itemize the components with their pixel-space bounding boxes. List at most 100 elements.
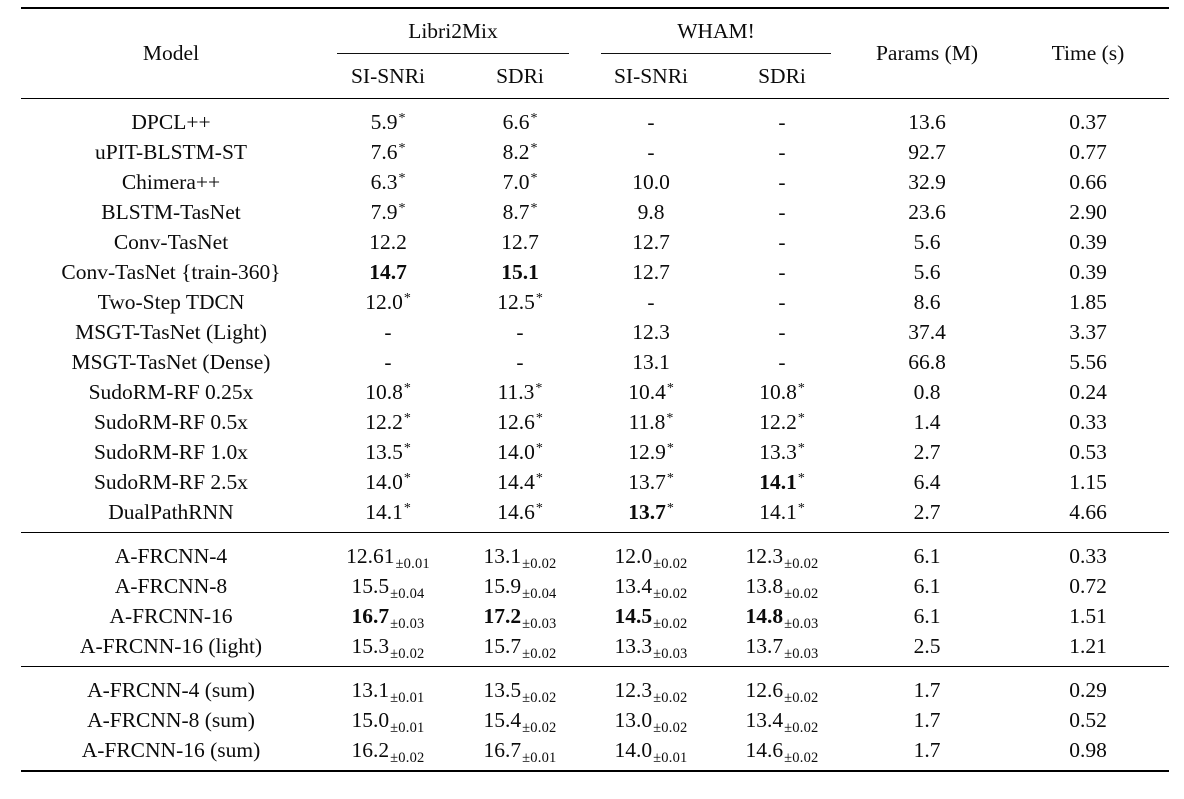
- model-name: A-FRCNN-8: [114, 573, 228, 598]
- metric-number: 13.0: [614, 707, 653, 732]
- metric-number: 12.7: [632, 229, 670, 254]
- params-value: 5.6: [913, 259, 941, 284]
- metric-value: 7.6*: [321, 137, 455, 167]
- group-underline: [337, 53, 569, 54]
- metric-value: 14.0*: [455, 437, 585, 467]
- model-name: A-FRCNN-4 (sum): [21, 666, 321, 705]
- metric-value: 15.5±0.04: [321, 571, 455, 601]
- metric-number: -: [778, 109, 786, 134]
- std-subscript: ±0.01: [395, 555, 430, 571]
- metric-value: -: [717, 167, 847, 197]
- params-value: 6.4: [913, 469, 941, 494]
- metric-value: 12.61±0.01: [321, 532, 455, 571]
- asterisk-marker: *: [797, 440, 805, 456]
- std-subscript: ±0.01: [653, 749, 688, 766]
- metric-number: 16.7: [483, 737, 522, 762]
- metric-number: 14.8: [745, 603, 784, 628]
- metric-value: 12.5*: [455, 287, 585, 317]
- metric-number: -: [778, 289, 786, 314]
- table-row: SudoRM-RF 0.25x 10.8* 11.3* 10.4* 10.8* 0.8 0.…: [21, 377, 1169, 407]
- params-value: 66.8: [908, 349, 946, 374]
- metric-value: 12.6±0.02: [717, 666, 847, 705]
- metric-number: 17.2: [483, 603, 522, 628]
- metric-value: 12.2: [321, 227, 455, 257]
- col-group-libri2mix: Libri2Mix: [321, 8, 585, 54]
- time-value: 3.37: [1069, 319, 1107, 344]
- asterisk-marker: *: [398, 200, 406, 216]
- model-name: Conv-TasNet {train-360}: [61, 259, 281, 284]
- metric-value: 6.6*: [455, 98, 585, 137]
- metric-value: -: [585, 137, 717, 167]
- params-value: 2.7: [913, 439, 941, 464]
- params-value: 2.5: [913, 633, 941, 658]
- params-value: 37.4: [908, 319, 946, 344]
- model-name: DualPathRNN: [108, 499, 234, 524]
- time-value: 0.24: [1069, 379, 1107, 404]
- metric-number: -: [778, 139, 786, 164]
- metric-number: 9.8: [637, 199, 665, 224]
- metric-number: 12.61: [346, 543, 395, 568]
- std-subscript: ±0.02: [653, 555, 688, 571]
- asterisk-marker: *: [535, 500, 543, 516]
- std-subscript: ±0.02: [784, 749, 819, 766]
- metric-number: 12.3: [745, 543, 784, 568]
- metric-number: -: [778, 349, 786, 374]
- asterisk-marker: *: [797, 380, 805, 396]
- std-subscript: ±0.01: [390, 719, 425, 735]
- col-header-model: Model: [142, 41, 200, 66]
- metric-number: 5.9: [370, 109, 398, 134]
- asterisk-marker: *: [398, 170, 406, 186]
- metric-value: 12.3: [585, 317, 717, 347]
- metric-number: 13.5: [365, 439, 403, 464]
- metric-value: 15.7±0.02: [455, 631, 585, 667]
- std-subscript: ±0.02: [522, 645, 557, 662]
- metric-value: -: [585, 98, 717, 137]
- metric-number: 14.5: [614, 603, 653, 628]
- metric-value: 11.3*: [455, 377, 585, 407]
- col-header-wham-sisnri: SI-SNRi: [613, 63, 689, 88]
- metric-number: -: [647, 139, 655, 164]
- metric-number: 10.8: [759, 379, 797, 404]
- metric-value: 12.7: [585, 227, 717, 257]
- asterisk-marker: *: [666, 410, 674, 426]
- metric-number: 7.6: [370, 139, 398, 164]
- params-value: 1.4: [913, 409, 941, 434]
- std-subscript: ±0.02: [784, 555, 819, 571]
- metric-number: -: [778, 319, 786, 344]
- std-subscript: ±0.02: [522, 689, 557, 705]
- time-value: 0.98: [1007, 735, 1169, 772]
- metric-value: -: [717, 347, 847, 377]
- metric-number: 12.9: [628, 439, 666, 464]
- metric-value: 13.7*: [585, 497, 717, 533]
- asterisk-marker: *: [530, 170, 538, 186]
- model-name: A-FRCNN-16 (sum): [21, 735, 321, 772]
- metric-value: 14.6*: [455, 497, 585, 533]
- model-name: Conv-TasNet: [113, 229, 229, 254]
- metric-value: 13.0±0.02: [585, 705, 717, 735]
- col-header-params: Params (M): [875, 41, 979, 66]
- metric-number: 16.7: [351, 603, 390, 628]
- col-header-wham-sdri: SDRi: [758, 63, 806, 88]
- params-value: 13.6: [847, 98, 1007, 137]
- time-value: 1.85: [1069, 289, 1107, 314]
- metric-value: 9.8: [585, 197, 717, 227]
- group-underline: [601, 53, 831, 54]
- metric-value: 16.7±0.03: [321, 601, 455, 631]
- std-subscript: ±0.02: [784, 585, 819, 601]
- params-value: 23.6: [908, 199, 946, 224]
- metric-value: 7.9*: [321, 197, 455, 227]
- table-row: Conv-TasNet {train-360} 14.7 15.1 12.7 - 5.6 0…: [21, 257, 1169, 287]
- std-subscript: ±0.01: [522, 749, 557, 766]
- table-section-2: A-FRCNN-4 12.61±0.01 13.1±0.02 12.0±0.02 12.…: [21, 532, 1169, 667]
- params-value: 2.7: [913, 499, 941, 524]
- model-name: SudoRM-RF 1.0x: [93, 439, 249, 464]
- metric-number: 8.2: [502, 139, 530, 164]
- metric-number: 13.1: [483, 543, 522, 568]
- std-subscript: ±0.02: [522, 555, 557, 571]
- time-value: 0.66: [1069, 169, 1107, 194]
- metric-value: 14.8±0.03: [717, 601, 847, 631]
- time-value: 0.39: [1069, 259, 1107, 284]
- metric-value: -: [455, 317, 585, 347]
- metric-number: 8.7: [502, 199, 530, 224]
- metric-number: 12.7: [632, 259, 670, 284]
